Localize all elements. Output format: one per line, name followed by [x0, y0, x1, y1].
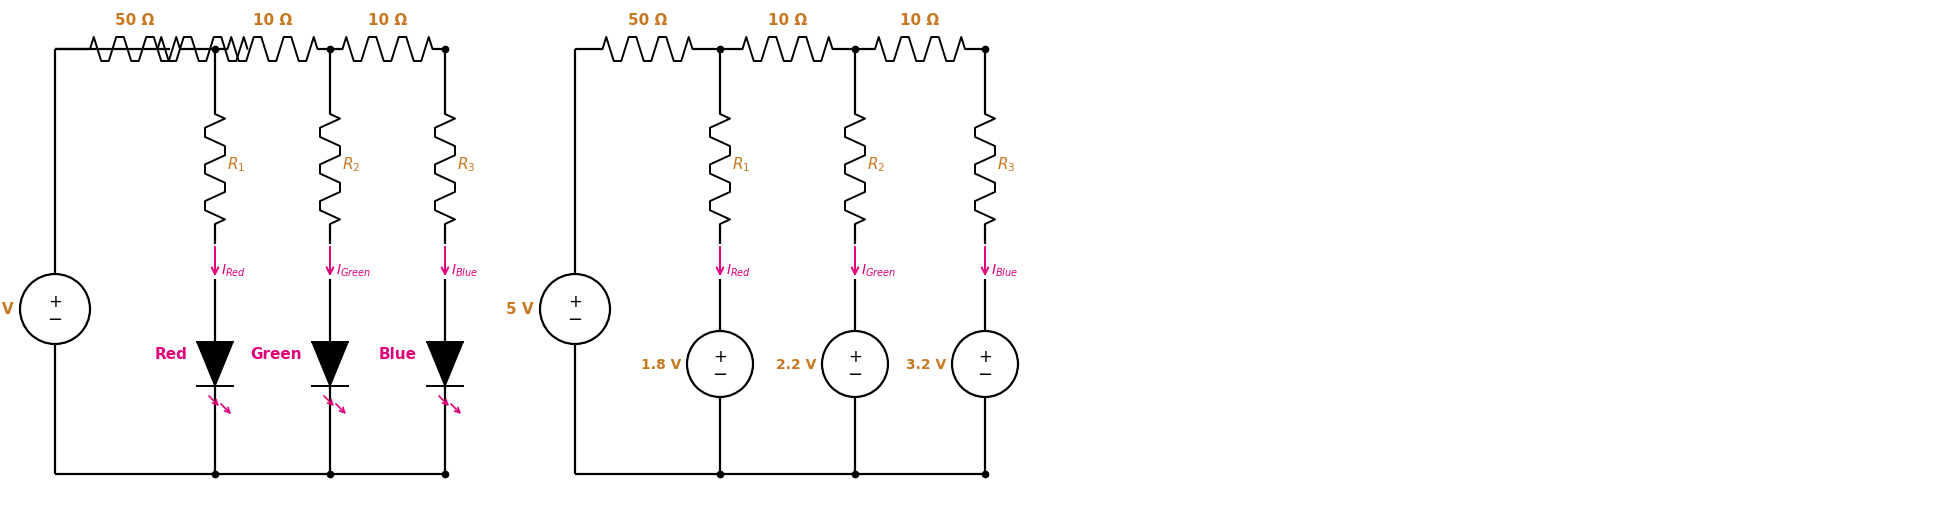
Text: $R_2$: $R_2$	[867, 155, 885, 174]
Text: $I_{Blue}$: $I_{Blue}$	[451, 263, 478, 279]
Text: 1.8 V: 1.8 V	[642, 357, 680, 371]
Text: $R_1$: $R_1$	[227, 155, 245, 174]
Text: +: +	[568, 293, 581, 310]
Polygon shape	[428, 343, 463, 386]
Text: $R_3$: $R_3$	[997, 155, 1015, 174]
Text: $I_{Blue}$: $I_{Blue}$	[991, 263, 1019, 279]
Text: 3.2 V: 3.2 V	[906, 357, 947, 371]
Text: $I_{Red}$: $I_{Red}$	[725, 263, 750, 279]
Text: 5 V: 5 V	[0, 302, 14, 317]
Text: −: −	[978, 365, 993, 383]
Text: −: −	[848, 365, 863, 383]
Text: 5 V: 5 V	[505, 302, 535, 317]
Text: $I_{Green}$: $I_{Green}$	[336, 263, 371, 279]
Text: $I_{Red}$: $I_{Red}$	[222, 263, 247, 279]
Text: 10 Ω: 10 Ω	[900, 13, 939, 28]
Text: 50 Ω: 50 Ω	[115, 13, 156, 28]
Text: $R_1$: $R_1$	[733, 155, 750, 174]
Text: +: +	[713, 347, 727, 365]
Text: 10 Ω: 10 Ω	[367, 13, 406, 28]
Text: 2.2 V: 2.2 V	[776, 357, 816, 371]
Text: +: +	[848, 347, 861, 365]
Text: Red: Red	[154, 347, 187, 362]
Text: 10 Ω: 10 Ω	[253, 13, 292, 28]
Text: $I_{Green}$: $I_{Green}$	[861, 263, 896, 279]
Text: +: +	[978, 347, 991, 365]
Text: 10 Ω: 10 Ω	[768, 13, 807, 28]
Text: Green: Green	[251, 347, 301, 362]
Polygon shape	[196, 343, 233, 386]
Text: $R_3$: $R_3$	[457, 155, 476, 174]
Text: −: −	[568, 310, 583, 328]
Text: Blue: Blue	[379, 347, 418, 362]
Text: 50 Ω: 50 Ω	[628, 13, 667, 28]
Text: −: −	[712, 365, 727, 383]
Text: +: +	[49, 293, 62, 310]
Polygon shape	[311, 343, 348, 386]
Text: −: −	[47, 310, 62, 328]
Text: $R_2$: $R_2$	[342, 155, 360, 174]
